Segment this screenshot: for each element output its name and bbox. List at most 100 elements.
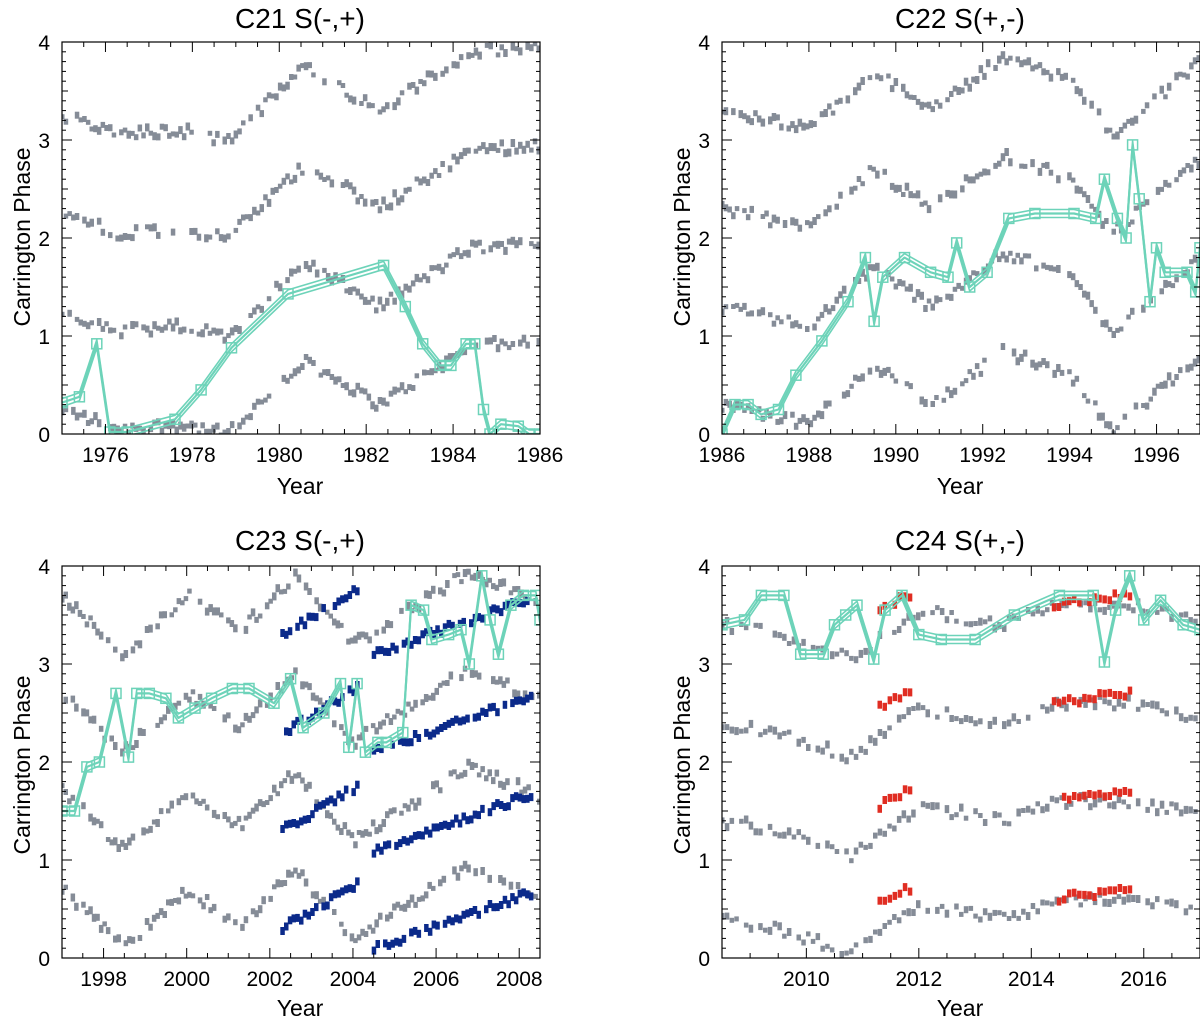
panel-c23-track-point (275, 791, 280, 797)
panel-c24-track-point (1183, 716, 1189, 723)
panel-c23-track-point (226, 913, 231, 921)
panel-c23-highlight-point (427, 731, 433, 740)
panel-c24-highlight-point (1117, 884, 1123, 892)
panel-c23-track-point (378, 721, 383, 730)
panel-c24-track-point (839, 951, 844, 958)
panel-c21-track-point (518, 141, 523, 149)
panel-c24-track-point (992, 716, 997, 725)
panel-c23-track-point (158, 611, 164, 619)
panel-c23-track-point (166, 705, 171, 714)
panel-c23-track-point (123, 650, 129, 658)
panel-c24-track-point (935, 605, 940, 611)
panel-c23-highlight-point (340, 793, 345, 802)
panel-c24-track-point (1155, 808, 1160, 817)
panel-c21-track-point (359, 194, 364, 199)
panel-c21-track-point (433, 265, 438, 271)
panel-c21-track-point (514, 46, 519, 52)
panel-c21-trace-point (377, 259, 390, 272)
panel-c21-track-point (521, 334, 527, 343)
panel-c22-trace-point (1089, 212, 1102, 225)
panel-c23-track-point (423, 891, 429, 899)
panel-c23-track-point (67, 798, 72, 805)
panel-c23-track-point (388, 911, 394, 919)
panel-c22-trace-point (755, 408, 767, 421)
panel-c22-track-point (845, 95, 851, 104)
panel-c23-track-point (144, 828, 150, 834)
panel-c24-highlight-point (1117, 788, 1123, 797)
panel-c21-track-point (222, 429, 227, 434)
panel-c24-track-point (935, 802, 940, 810)
panel-c23-track-point (176, 897, 182, 905)
panel-c22-track-point (1181, 167, 1187, 174)
panel-c24-highlight-point (1087, 598, 1092, 607)
panel-c24-track-point (1002, 625, 1007, 632)
panel-c24-track-point (1188, 806, 1193, 814)
panel-c22-trace-point (898, 251, 911, 264)
panel-c23-highlight-point (517, 793, 523, 802)
panel-c23-highlight-point (287, 819, 293, 828)
panel-c21-track-point (355, 197, 360, 205)
panel-c22-track-point (912, 193, 917, 199)
panel-c22-track-point (1133, 205, 1139, 211)
panel-c21-track-point (344, 288, 349, 294)
panel-c21-track-point (241, 120, 246, 126)
panel-c22-track-point (952, 286, 958, 292)
panel-c23-track-point (462, 860, 468, 869)
panel-c22-track-point (904, 91, 910, 99)
panel-c21-track-point (292, 268, 298, 274)
panel-c21-track-point (89, 126, 94, 132)
panel-c21-track-point (300, 63, 305, 69)
panel-c24-track-point (1116, 698, 1122, 707)
panel-c23-track-point (187, 588, 192, 594)
panel-c24-highlight-point (907, 688, 913, 697)
panel-c21-track-point (174, 317, 179, 326)
panel-c23-track-point (236, 726, 242, 734)
panel-c21-track-point (259, 110, 264, 118)
panel-c21-track-point (466, 249, 471, 258)
panel-c23-track-point (395, 901, 401, 908)
panel-c22-xlabel: Year (937, 473, 984, 499)
panel-c24-track-point (944, 909, 950, 918)
panel-c22-track-point (793, 422, 799, 430)
panel-c23-highlight-point (302, 815, 308, 824)
panel-c21-track-point (381, 304, 386, 312)
panel-c23-highlight-point (454, 715, 459, 724)
panel-c21-track-point (532, 138, 538, 145)
panel-c22-track-point (1192, 254, 1198, 263)
panel-c23-track-point (487, 874, 492, 883)
panel-c22-track-point (1126, 222, 1131, 227)
panel-c24-track-point (1016, 915, 1021, 921)
panel-c21-track-point (340, 182, 346, 188)
panel-c23-highlight-point (332, 798, 338, 807)
panel-c23-track-point (254, 803, 259, 812)
panel-c23-track-point (243, 712, 249, 721)
panel-c24-track-point (1155, 896, 1160, 903)
panel-c23-highlight-point (446, 822, 452, 830)
panel-c21-track-point (307, 356, 312, 364)
panel-c21-track-point (503, 341, 508, 347)
panel-c22-track-point (823, 109, 828, 117)
panel-c23-highlight-point (347, 685, 353, 694)
panel-c24-highlight-point (1077, 699, 1082, 708)
panel-c21-track-point (252, 206, 257, 215)
panel-c23-highlight-point (325, 797, 330, 806)
panel-c21-track-point (255, 210, 261, 216)
panel-c23-track-point (367, 636, 372, 644)
panel-c21-trace-point (73, 391, 86, 403)
panel-c22-track-point (797, 118, 803, 127)
panel-c22-trace-point (981, 266, 993, 279)
panel-c21-track-point (174, 131, 179, 138)
panel-c24-track-point (868, 735, 873, 744)
panel-c24-track-point (743, 727, 749, 734)
panel-c21-track-point (495, 52, 501, 58)
panel-c23-track-point (427, 590, 432, 599)
panel-c24-track-point (1088, 605, 1093, 613)
panel-c23-highlight-point (409, 835, 414, 844)
panel-c23-track-point (155, 623, 160, 630)
panel-c22-track-point (771, 214, 777, 223)
panel-c24-track-point (849, 655, 854, 661)
panel-c21-track-point (322, 369, 327, 376)
panel-c24-track-point (1145, 806, 1150, 813)
panel-c23-highlight-point (439, 629, 444, 638)
